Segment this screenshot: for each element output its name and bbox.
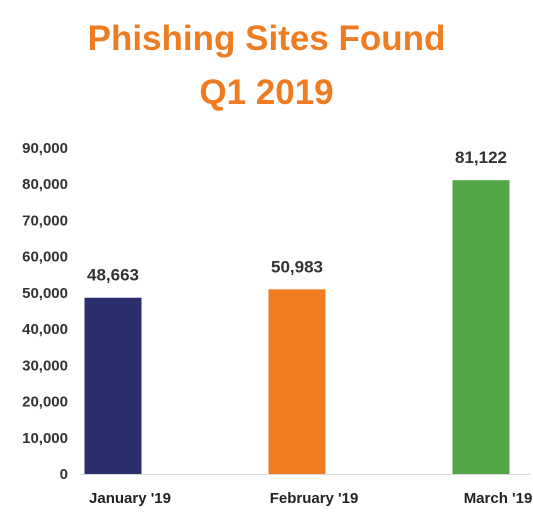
y-axis: 0 10,000 20,000 30,000 40,000 50,000 60,000 70,… — [22, 140, 68, 483]
data-label: 50,983 — [271, 257, 323, 276]
y-tick-label: 70,000 — [22, 212, 68, 229]
y-tick-label: 80,000 — [22, 176, 68, 193]
bar-1 — [84, 297, 142, 474]
data-label: 81,122 — [455, 148, 507, 167]
x-axis: January '19 February '19 March '19 — [89, 490, 532, 507]
y-tick-label: 40,000 — [22, 321, 68, 338]
x-tick-label: February '19 — [270, 490, 359, 507]
y-tick-label: 20,000 — [22, 394, 68, 411]
y-tick-label: 0 — [60, 466, 68, 483]
x-tick-label: January '19 — [89, 490, 171, 507]
bar-2 — [268, 289, 326, 474]
chart-title-line-1: Phishing Sites Found — [87, 19, 446, 58]
data-label: 48,663 — [87, 266, 139, 285]
y-tick-label: 90,000 — [22, 140, 68, 157]
data-labels: 48,663 50,983 81,122 — [87, 148, 507, 285]
x-tick-label: March '19 — [464, 490, 533, 507]
y-tick-label: 10,000 — [22, 430, 68, 447]
bars — [84, 180, 510, 475]
bar-3 — [452, 180, 510, 475]
chart-title-line-2: Q1 2019 — [199, 73, 334, 112]
y-tick-label: 30,000 — [22, 357, 68, 374]
y-tick-label: 60,000 — [22, 249, 68, 266]
y-tick-label: 50,000 — [22, 285, 68, 302]
